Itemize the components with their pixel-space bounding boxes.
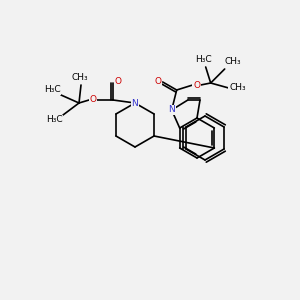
Text: CH₃: CH₃	[72, 74, 88, 82]
Text: O: O	[154, 77, 161, 86]
Text: H₃C: H₃C	[46, 116, 62, 124]
Text: O: O	[193, 80, 200, 89]
Text: N: N	[168, 106, 175, 115]
Text: O: O	[115, 77, 122, 86]
Text: H₃C: H₃C	[44, 85, 60, 94]
Text: N: N	[132, 98, 138, 107]
Text: CH₃: CH₃	[224, 58, 241, 67]
Text: O: O	[89, 95, 97, 104]
Text: CH₃: CH₃	[230, 83, 246, 92]
Text: H₃C: H₃C	[195, 56, 212, 64]
